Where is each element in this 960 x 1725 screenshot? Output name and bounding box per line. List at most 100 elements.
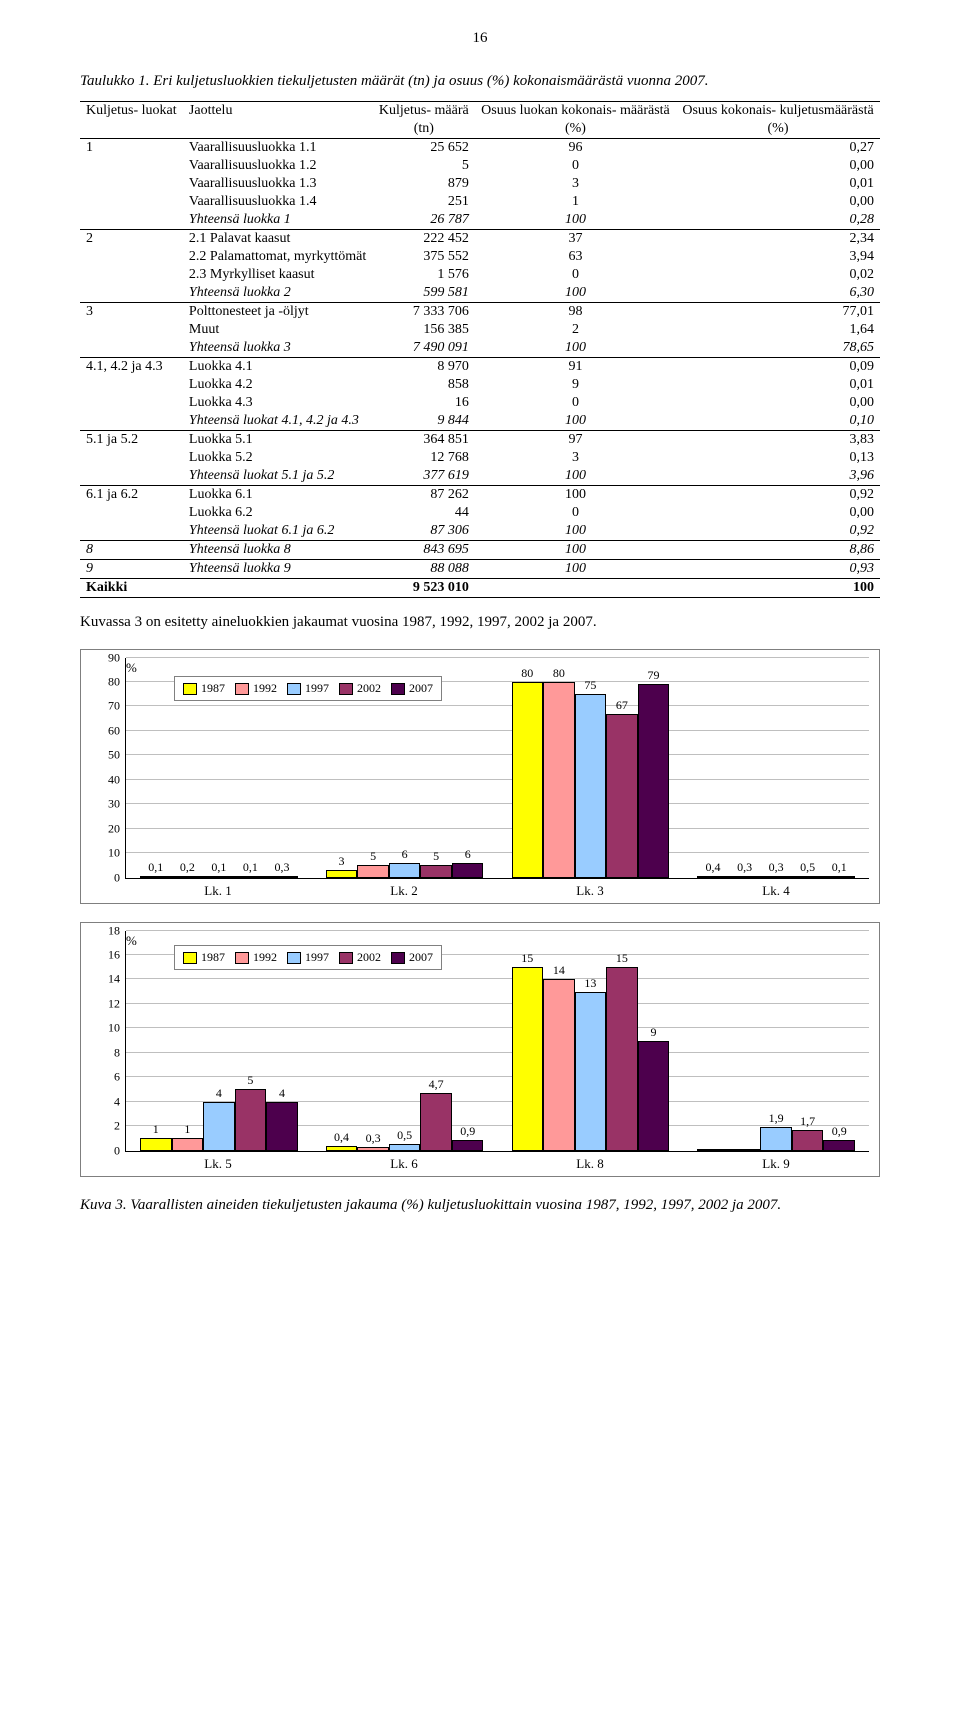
table-row: Yhteensä luokka 126 7871000,28 <box>80 211 880 230</box>
table-cell: 8 <box>80 541 183 560</box>
legend-swatch <box>235 952 249 964</box>
table-cell: Yhteensä luokka 2 <box>183 284 373 303</box>
col-header-osuus2: Osuus kokonais- kuljetusmäärästä <box>676 102 880 121</box>
table-cell <box>80 193 183 211</box>
table-cell: 100 <box>475 486 676 505</box>
bar-value-label: 0,2 <box>180 860 195 875</box>
table-cell: Luokka 5.2 <box>183 449 373 467</box>
bar-value-label: 0,1 <box>832 860 847 875</box>
y-tick: 60 <box>108 723 120 738</box>
bar-value-label: 6 <box>465 847 471 862</box>
table-row: 5.1 ja 5.2Luokka 5.1364 851973,83 <box>80 431 880 450</box>
y-tick: 20 <box>108 821 120 836</box>
table-cell: Vaarallisuusluokka 1.3 <box>183 175 373 193</box>
table-cell: Luokka 6.2 <box>183 504 373 522</box>
table-cell: 251 <box>373 193 475 211</box>
table-cell: 3 <box>475 449 676 467</box>
table-cell: 0,02 <box>676 266 880 284</box>
bar-value-label: 80 <box>553 666 565 681</box>
bar-group: 151413159 <box>498 931 684 1151</box>
bar-value-label: 1 <box>153 1122 159 1137</box>
table-cell: 0,27 <box>676 139 880 158</box>
bar-value-label: 5 <box>370 849 376 864</box>
table-row: 2.2 Palamattomat, myrkyttömät375 552633,… <box>80 248 880 266</box>
table-cell: 0,28 <box>676 211 880 230</box>
table-cell: 0,13 <box>676 449 880 467</box>
legend-label: 2002 <box>357 950 381 964</box>
y-tick: 0 <box>114 1143 120 1158</box>
table-cell: 2 <box>80 230 183 249</box>
legend-swatch <box>339 952 353 964</box>
bar-value-label: 0,9 <box>832 1124 847 1139</box>
bar-value-label: 0,5 <box>800 860 815 875</box>
col-unit-pct1: (%) <box>475 120 676 139</box>
table-cell: 9 <box>80 560 183 579</box>
bar <box>638 1041 670 1151</box>
table-row: 9Yhteensä luokka 988 0881000,93 <box>80 560 880 579</box>
table-row: Luokka 4.31600,00 <box>80 394 880 412</box>
bar <box>697 876 729 878</box>
table-row: Luokka 6.24400,00 <box>80 504 880 522</box>
bar <box>575 694 607 877</box>
table-cell: 599 581 <box>373 284 475 303</box>
table-cell: Luokka 4.1 <box>183 358 373 377</box>
figure-caption-text: Vaarallisten aineiden tiekuljetusten jak… <box>127 1197 782 1213</box>
bar-value-label: 6 <box>402 847 408 862</box>
y-tick: 90 <box>108 650 120 665</box>
table-row: Vaarallisuusluokka 1.425110,00 <box>80 193 880 211</box>
table-cell: Yhteensä luokka 3 <box>183 339 373 358</box>
table-cell: 0,01 <box>676 175 880 193</box>
table-cell <box>80 248 183 266</box>
table-cell: 8 970 <box>373 358 475 377</box>
table-row: 3Polttonesteet ja -öljyt7 333 7069877,01 <box>80 303 880 322</box>
table-cell: 3 <box>80 303 183 322</box>
table-cell: Kaikki <box>80 579 183 598</box>
bar <box>203 876 235 878</box>
table-cell: 100 <box>475 211 676 230</box>
table-row: Yhteensä luokka 37 490 09110078,65 <box>80 339 880 358</box>
x-label: Lk. 1 <box>125 879 311 899</box>
table-cell <box>80 467 183 486</box>
table-cell: 100 <box>475 560 676 579</box>
y-tick: 4 <box>114 1094 120 1109</box>
table-cell: 222 452 <box>373 230 475 249</box>
bar <box>140 1138 172 1150</box>
bar <box>512 682 544 878</box>
table-cell: Yhteensä luokka 8 <box>183 541 373 560</box>
bar-value-label: 4 <box>216 1086 222 1101</box>
chart-1-frame: %01020304050607080900,10,20,10,10,335656… <box>80 649 880 904</box>
table-cell: Yhteensä luokat 5.1 ja 5.2 <box>183 467 373 486</box>
bar-group: 1,91,70,9 <box>683 931 869 1151</box>
legend-label: 1987 <box>201 681 225 695</box>
table-row: Yhteensä luokat 4.1, 4.2 ja 4.39 8441000… <box>80 412 880 431</box>
legend-swatch <box>235 683 249 695</box>
bar-value-label: 0,1 <box>243 860 258 875</box>
x-label: Lk. 9 <box>683 1152 869 1172</box>
table-cell: 3,96 <box>676 467 880 486</box>
legend-label: 1992 <box>253 950 277 964</box>
bar-value-label: 0,4 <box>706 860 721 875</box>
bar <box>452 1140 484 1151</box>
table-row: 1Vaarallisuusluokka 1.125 652960,27 <box>80 139 880 158</box>
data-table: Kuljetus- luokat Jaottelu Kuljetus- määr… <box>80 101 880 598</box>
legend-label: 2002 <box>357 681 381 695</box>
y-tick: 10 <box>108 846 120 861</box>
table-row: Yhteensä luokat 6.1 ja 6.287 3061000,92 <box>80 522 880 541</box>
table-cell: 37 <box>475 230 676 249</box>
table-cell: 97 <box>475 431 676 450</box>
table-cell: 0,92 <box>676 522 880 541</box>
bar-value-label: 0,1 <box>211 860 226 875</box>
legend-label: 1997 <box>305 681 329 695</box>
table-cell: 377 619 <box>373 467 475 486</box>
bar <box>266 876 298 878</box>
legend-swatch <box>287 683 301 695</box>
x-label: Lk. 6 <box>311 1152 497 1172</box>
bar <box>543 979 575 1150</box>
y-tick: 14 <box>108 972 120 987</box>
bar <box>543 682 575 878</box>
body-text: Kuvassa 3 on esitetty aineluokkien jakau… <box>80 612 880 632</box>
bar <box>389 863 421 878</box>
bar <box>326 1146 358 1151</box>
table-cell: 0,09 <box>676 358 880 377</box>
bar-value-label: 1 <box>184 1122 190 1137</box>
